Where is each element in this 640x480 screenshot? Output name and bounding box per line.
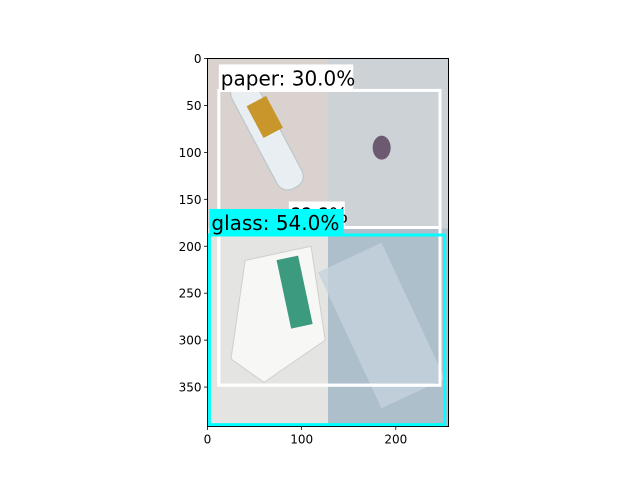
x-tick-label: 200 (384, 433, 407, 447)
detection-label-bg (209, 208, 344, 236)
y-tick-label: 200 (179, 240, 202, 254)
detection-label-bg (218, 64, 354, 92)
detection-label: glass: 54.0% (211, 211, 339, 235)
y-tick-label: 150 (179, 193, 202, 207)
jug-label-shape (276, 255, 313, 329)
can-shape (372, 135, 391, 160)
x-tick-label: 100 (290, 433, 313, 447)
y-tick-label: 300 (179, 334, 202, 348)
y-tick-label: 50 (186, 99, 201, 113)
y-tick-label: 250 (179, 287, 202, 301)
bottle-label-shape (246, 95, 283, 139)
y-tick-label: 350 (179, 381, 202, 395)
glass-shape (318, 242, 445, 409)
detection-label: paper: 30.0% (221, 66, 355, 90)
axes: 0100200050100150200250300350??.?%paper: … (179, 52, 449, 447)
x-tick-label: 0 (204, 433, 212, 447)
y-tick-label: 100 (179, 146, 202, 160)
axes-frame (207, 58, 449, 427)
y-tick-label: 0 (194, 52, 202, 66)
